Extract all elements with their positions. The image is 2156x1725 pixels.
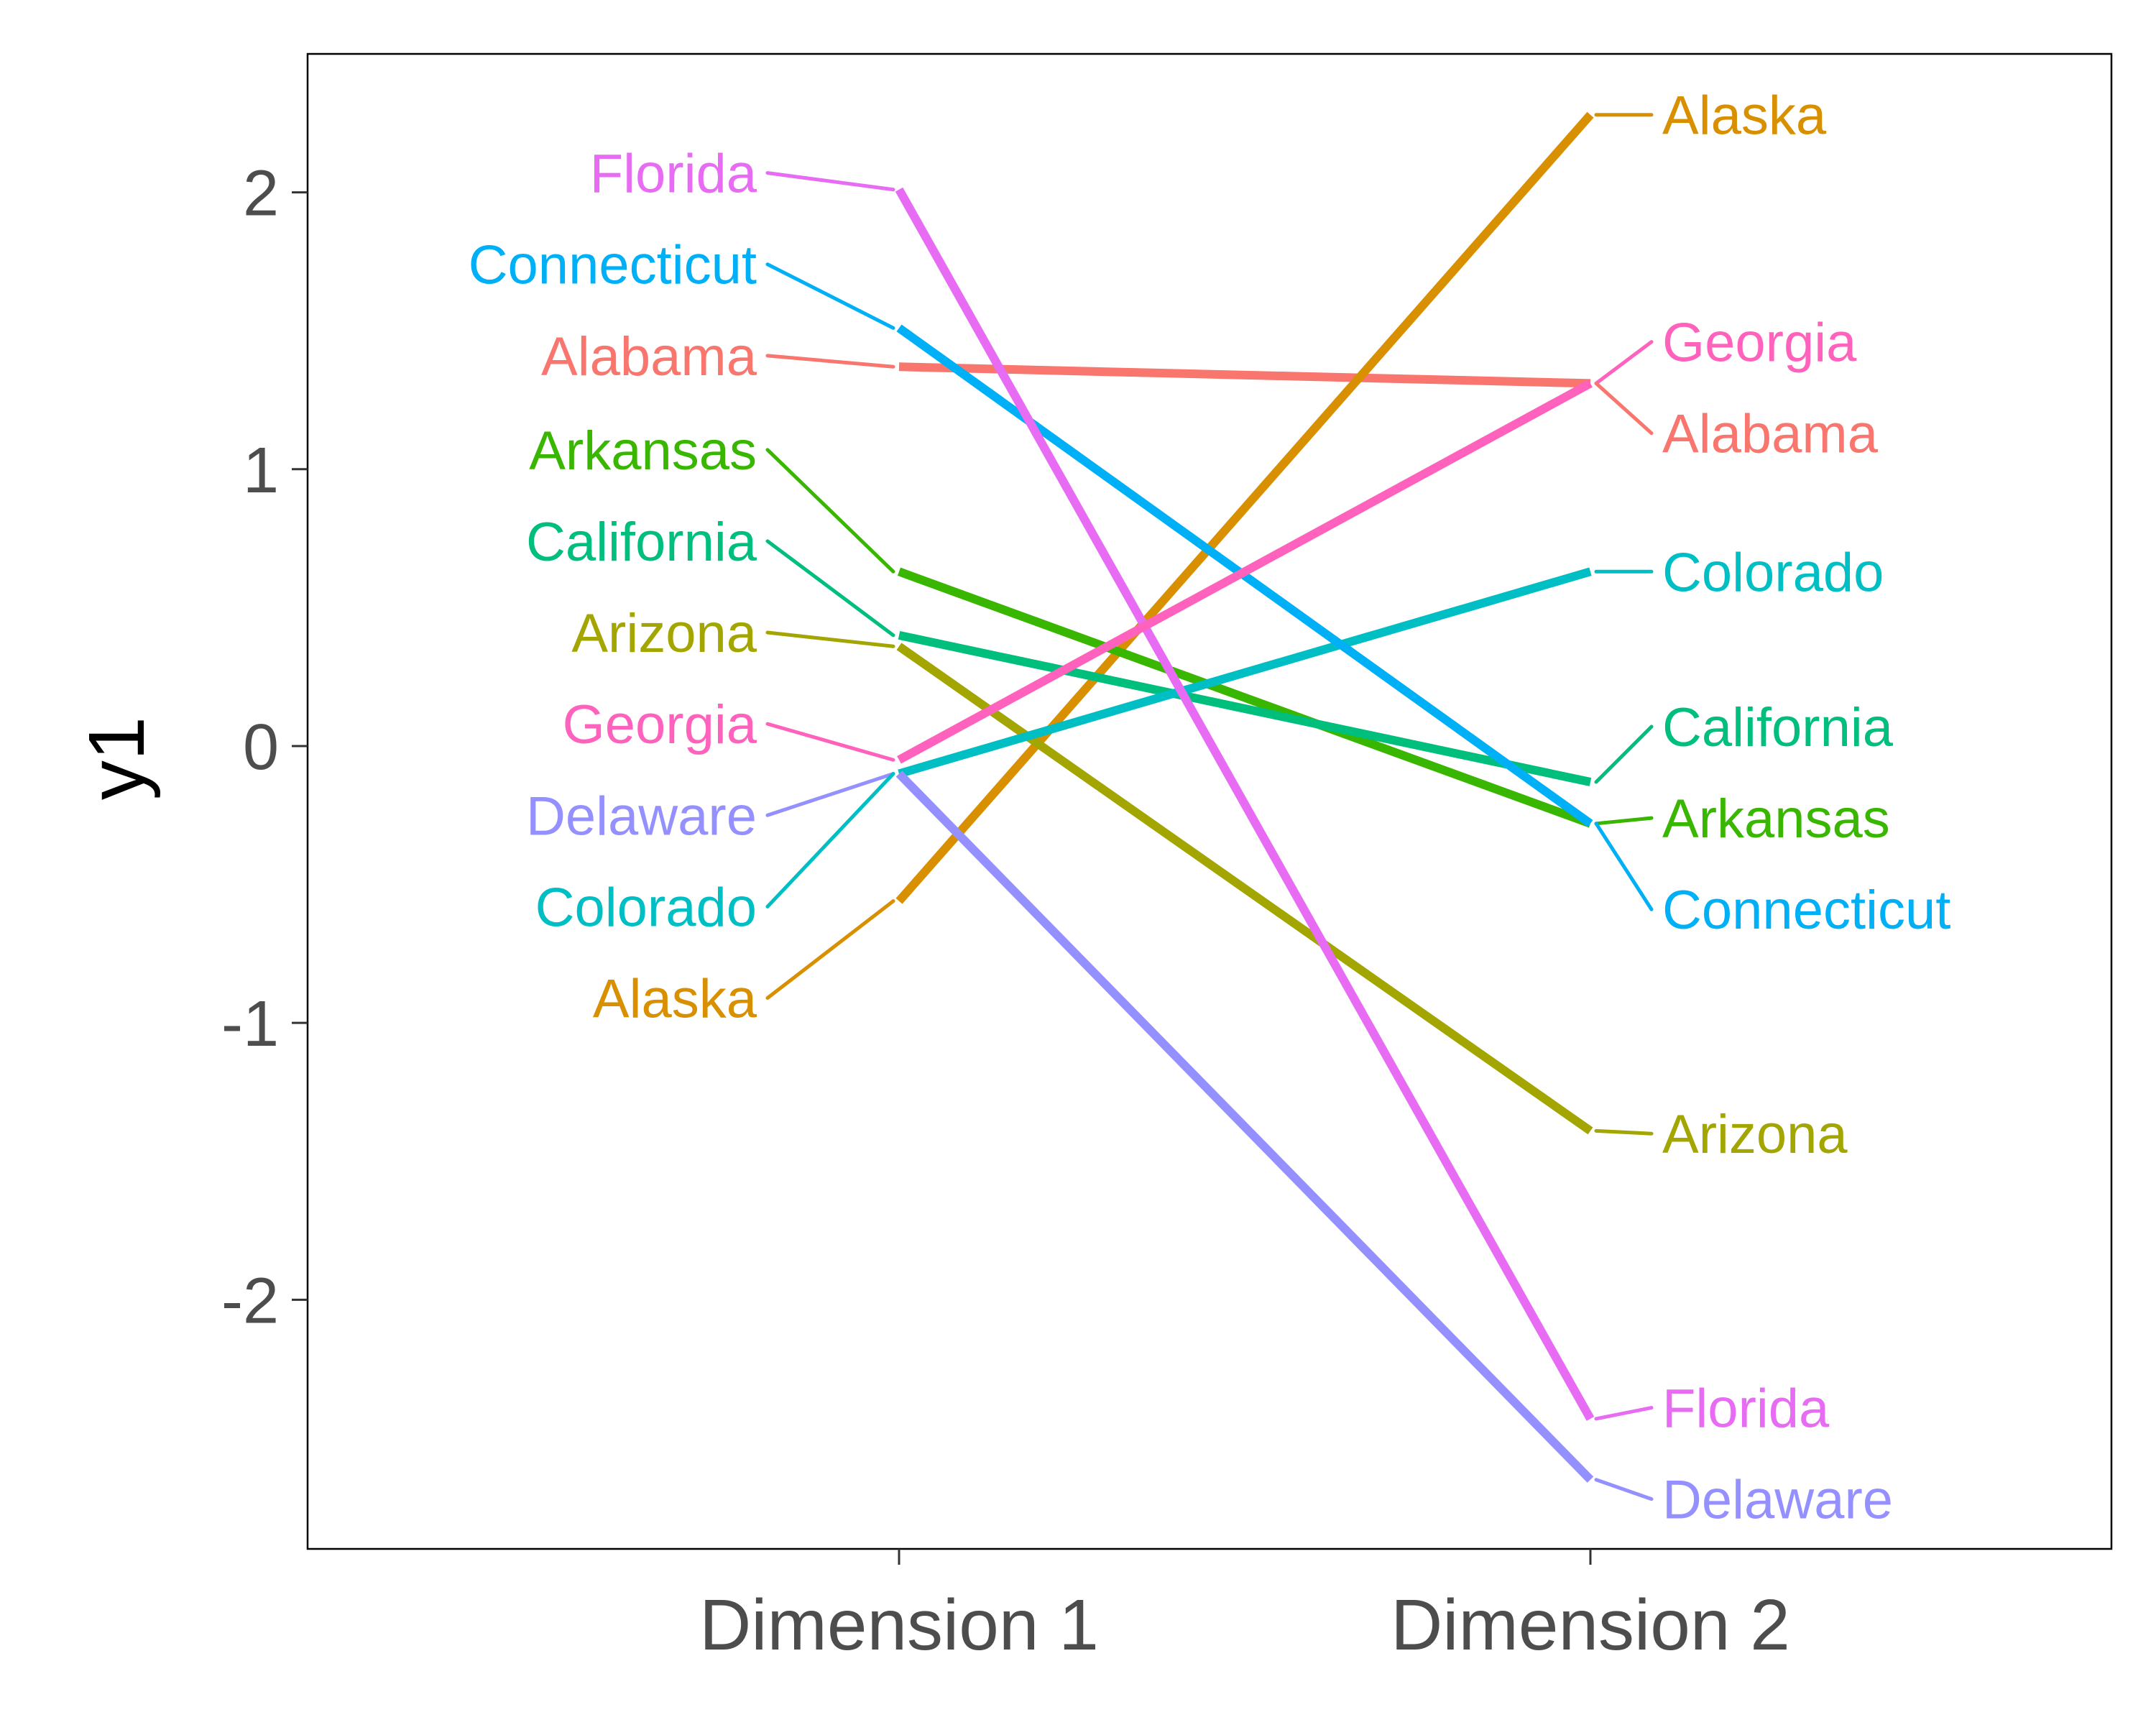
label-left-alabama: Alabama: [541, 326, 757, 387]
y-axis: 2 1 0 -1 -2: [221, 158, 308, 1337]
connector-right-georgia: [1594, 340, 1654, 385]
label-left-alaska: Alaska: [593, 968, 757, 1029]
connector-left-california: [765, 539, 895, 638]
connector-right-delaware: [1594, 1478, 1654, 1501]
connector-left-arizona: [765, 630, 895, 648]
series-line-delaware: [895, 770, 1594, 1483]
label-right-florida: Florida: [1662, 1379, 1830, 1440]
x-tick-label: Dimension 2: [1391, 1585, 1790, 1665]
label-right-connecticut: Connecticut: [1662, 880, 1950, 941]
label-right-california: California: [1662, 697, 1894, 758]
series-line-alaska: [895, 111, 1594, 904]
label-right-arkansas: Arkansas: [1662, 788, 1890, 850]
y-tick-label: -2: [221, 1265, 279, 1337]
label-left-delaware: Delaware: [526, 786, 757, 847]
series-line-arizona: [896, 643, 1593, 1135]
connector-left-colorado: [765, 771, 895, 908]
x-axis: Dimension 1 Dimension 2: [699, 1549, 1790, 1665]
connector-right-california: [1594, 724, 1654, 784]
label-right-alabama: Alabama: [1662, 404, 1879, 465]
connector-right-alabama: [1594, 381, 1654, 436]
connector-right-arizona: [1594, 1128, 1654, 1136]
label-right-georgia: Georgia: [1662, 313, 1857, 374]
series-line-arkansas: [897, 567, 1593, 828]
y-tick-label: 2: [243, 158, 279, 230]
series-line-georgia: [897, 380, 1593, 764]
x-tick-label: Dimension 1: [699, 1585, 1099, 1665]
connector-left-arkansas: [765, 448, 895, 574]
connector-left-alaska: [765, 899, 895, 1000]
connector-left-delaware: [765, 771, 895, 817]
y-tick-label: -1: [221, 988, 279, 1060]
y-tick-label: 1: [243, 435, 279, 507]
connector-right-connecticut: [1594, 822, 1654, 911]
label-left-california: California: [526, 512, 757, 573]
label-right-arizona: Arizona: [1662, 1104, 1848, 1165]
connector-right-florida: [1594, 1406, 1654, 1421]
label-left-arizona: Arizona: [571, 603, 757, 664]
series-labels: Florida Connecticut Alabama Arkansas Califor…: [469, 86, 1951, 1531]
label-left-arkansas: Arkansas: [529, 420, 757, 482]
label-left-florida: Florida: [590, 144, 757, 205]
series-line-colorado: [898, 567, 1592, 778]
series-line-florida: [895, 187, 1595, 1421]
series-lines: [895, 111, 1595, 1483]
label-left-georgia: Georgia: [563, 694, 757, 755]
connector-left-georgia: [765, 722, 895, 762]
label-right-colorado: Colorado: [1662, 542, 1884, 603]
label-left-connecticut: Connecticut: [469, 235, 757, 296]
y-axis-title: y1: [73, 717, 161, 800]
plot-panel-border: [306, 52, 2113, 1550]
label-left-colorado: Colorado: [535, 877, 757, 938]
series-line-california: [898, 631, 1592, 786]
connector-left-connecticut: [765, 262, 895, 330]
label-right-alaska: Alaska: [1662, 86, 1827, 147]
connector-left-alabama: [765, 354, 895, 369]
series-line-alabama: [898, 362, 1591, 388]
label-connectors: [765, 113, 1654, 1501]
y-tick-label: 0: [243, 712, 279, 783]
connector-left-florida: [765, 171, 895, 192]
connector-right-arkansas: [1594, 816, 1654, 826]
label-right-delaware: Delaware: [1662, 1470, 1893, 1531]
